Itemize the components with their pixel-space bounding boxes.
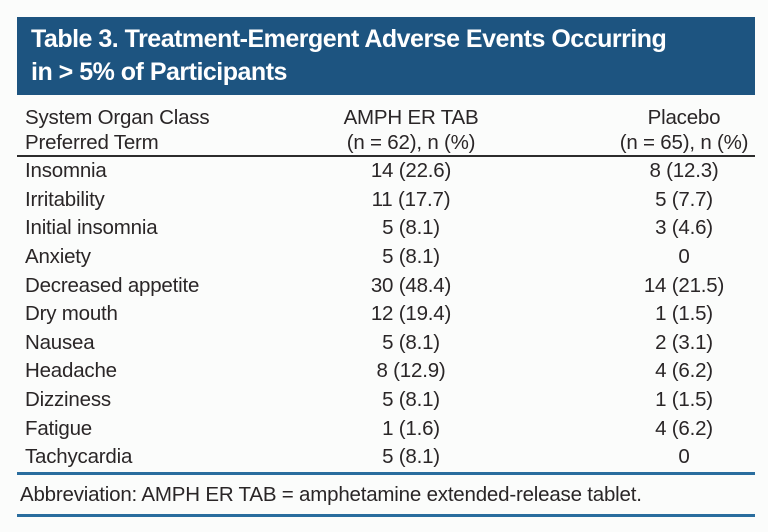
cell-amph: 14 (22.6) <box>370 159 452 183</box>
table-row: Dry mouth 12 (19.4) 1 (1.5) <box>17 300 755 329</box>
adverse-events-table: System Organ Class Preferred Term AMPH E… <box>17 95 755 517</box>
cell-term: Nausea <box>25 330 95 354</box>
cell-amph: 1 (1.6) <box>382 416 440 440</box>
table-row: Initial insomnia 5 (8.1) 3 (4.6) <box>17 214 755 243</box>
cell-placebo: 1 (1.5) <box>655 302 713 326</box>
cell-placebo: 0 <box>678 245 690 269</box>
cell-term: Insomnia <box>25 159 107 183</box>
table-title-banner: Table 3. Treatment-Emergent Adverse Even… <box>17 17 755 95</box>
cell-term: Dry mouth <box>25 302 118 326</box>
column-header-line: System Organ Class <box>25 106 210 129</box>
cell-term: Fatigue <box>25 416 92 440</box>
cell-placebo: 2 (3.1) <box>655 330 713 354</box>
cell-term: Initial insomnia <box>25 216 158 240</box>
cell-amph: 5 (8.1) <box>382 245 440 269</box>
cell-placebo: 1 (1.5) <box>655 388 713 412</box>
table-row: Insomnia 14 (22.6) 8 (12.3) <box>17 157 755 186</box>
column-header-line: Preferred Term <box>25 131 159 154</box>
table-row: Fatigue 1 (1.6) 4 (6.2) <box>17 414 755 443</box>
cell-term: Headache <box>25 359 117 383</box>
table-row: Nausea 5 (8.1) 2 (3.1) <box>17 329 755 358</box>
abbreviation-footnote: Abbreviation: AMPH ER TAB = amphetamine … <box>20 482 642 506</box>
table-row: Anxiety 5 (8.1) 0 <box>17 243 755 272</box>
cell-amph: 5 (8.1) <box>382 388 440 412</box>
table-row: Dizziness 5 (8.1) 1 (1.5) <box>17 386 755 415</box>
cell-amph: 8 (12.9) <box>376 359 446 383</box>
cell-term: Tachycardia <box>25 445 133 469</box>
cell-term: Decreased appetite <box>25 273 200 297</box>
column-header-system-organ-class: System Organ Class Preferred Term <box>17 105 270 155</box>
cell-term: Anxiety <box>25 245 91 269</box>
cell-term: Dizziness <box>25 388 111 412</box>
cell-placebo: 3 (4.6) <box>655 216 713 240</box>
column-header-line: (n = 62), n (%) <box>346 131 476 154</box>
column-header-amph-er-tab: AMPH ER TAB (n = 62), n (%) <box>270 105 552 155</box>
cell-placebo: 14 (21.5) <box>643 273 725 297</box>
column-header-line: (n = 65), n (%) <box>619 131 749 154</box>
bottom-rule <box>17 513 755 517</box>
cell-amph: 30 (48.4) <box>370 273 452 297</box>
table-row: Decreased appetite 30 (48.4) 14 (21.5) <box>17 271 755 300</box>
table-body: Insomnia 14 (22.6) 8 (12.3) Irritability… <box>17 157 755 472</box>
column-header-line: AMPH ER TAB <box>343 106 479 129</box>
cell-amph: 12 (19.4) <box>370 302 452 326</box>
table-row: Irritability 11 (17.7) 5 (7.7) <box>17 186 755 215</box>
cell-placebo: 4 (6.2) <box>655 359 713 383</box>
table-header-row: System Organ Class Preferred Term AMPH E… <box>17 95 755 155</box>
table-row: Headache 8 (12.9) 4 (6.2) <box>17 357 755 386</box>
table-title-line2: in > 5% of Participants <box>31 58 287 86</box>
cell-amph: 5 (8.1) <box>382 445 440 469</box>
cell-amph: 5 (8.1) <box>382 216 440 240</box>
cell-term: Irritability <box>25 187 105 211</box>
cell-amph: 11 (17.7) <box>371 187 451 211</box>
cell-placebo: 4 (6.2) <box>655 416 713 440</box>
header-divider-rule <box>17 155 755 157</box>
cell-placebo: 5 (7.7) <box>655 187 713 211</box>
cell-amph: 5 (8.1) <box>382 330 440 354</box>
footnote-top-rule <box>17 471 755 475</box>
column-header-placebo: Placebo (n = 65), n (%) <box>552 105 755 155</box>
table-row: Tachycardia 5 (8.1) 0 <box>17 443 755 472</box>
column-header-line: Placebo <box>647 106 721 129</box>
table-title-line1: Table 3. Treatment-Emergent Adverse Even… <box>31 25 667 53</box>
cell-placebo: 8 (12.3) <box>649 159 719 183</box>
cell-placebo: 0 <box>678 445 690 469</box>
